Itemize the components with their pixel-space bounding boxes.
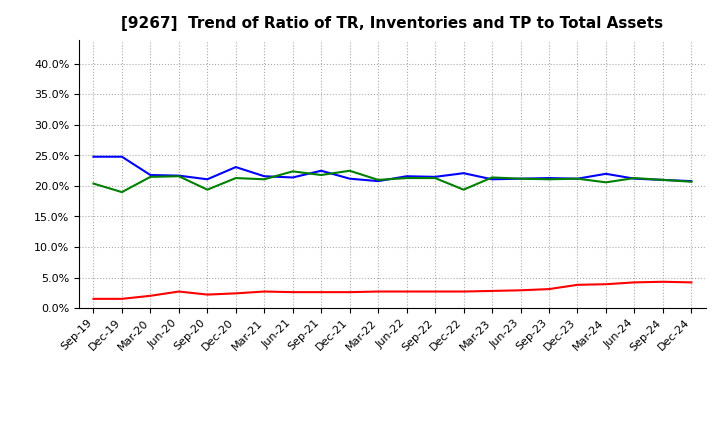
Inventories [459,171,468,176]
Trade Payables [346,168,354,173]
Trade Payables [289,169,297,174]
Trade Receivables [317,290,325,295]
Inventories [146,172,155,178]
Line: Inventories: Inventories [94,157,691,181]
Inventories [630,176,639,181]
Trade Receivables [346,290,354,295]
Trade Payables [602,180,611,185]
Trade Payables [146,174,155,180]
Trade Payables [659,177,667,183]
Trade Payables [487,175,496,180]
Inventories [174,173,183,178]
Inventories [602,171,611,176]
Inventories [317,168,325,173]
Trade Receivables [402,289,411,294]
Trade Receivables [602,282,611,287]
Inventories [659,177,667,183]
Inventories [203,176,212,182]
Trade Receivables [232,291,240,296]
Trade Payables [89,181,98,186]
Trade Payables [260,176,269,182]
Trade Receivables [487,288,496,293]
Trade Receivables [573,282,582,287]
Trade Receivables [516,288,525,293]
Trade Payables [232,176,240,181]
Inventories [260,174,269,179]
Trade Payables [203,187,212,192]
Trade Payables [516,176,525,181]
Trade Payables [545,176,554,182]
Trade Payables [117,190,126,195]
Inventories [487,176,496,182]
Line: Trade Payables: Trade Payables [94,171,691,192]
Trade Receivables [203,292,212,297]
Trade Payables [431,176,439,181]
Inventories [516,176,525,181]
Trade Receivables [659,279,667,284]
Inventories [289,175,297,180]
Trade Payables [630,176,639,181]
Inventories [545,176,554,181]
Title: [9267]  Trend of Ratio of TR, Inventories and TP to Total Assets: [9267] Trend of Ratio of TR, Inventories… [122,16,663,32]
Trade Receivables [459,289,468,294]
Trade Receivables [374,289,382,294]
Trade Receivables [174,289,183,294]
Inventories [89,154,98,159]
Inventories [117,154,126,159]
Trade Payables [317,172,325,178]
Trade Receivables [89,296,98,301]
Inventories [402,174,411,179]
Trade Payables [573,176,582,181]
Trade Receivables [687,280,696,285]
Trade Payables [687,179,696,184]
Trade Payables [459,187,468,192]
Trade Receivables [630,280,639,285]
Trade Receivables [260,289,269,294]
Trade Payables [374,177,382,183]
Inventories [374,179,382,184]
Line: Trade Receivables: Trade Receivables [94,282,691,299]
Trade Payables [402,176,411,181]
Inventories [431,174,439,180]
Trade Receivables [289,290,297,295]
Trade Receivables [146,293,155,298]
Legend: Trade Receivables, Inventories, Trade Payables: Trade Receivables, Inventories, Trade Pa… [177,435,608,440]
Inventories [232,165,240,170]
Trade Receivables [431,289,439,294]
Inventories [346,176,354,181]
Inventories [687,179,696,184]
Inventories [573,176,582,181]
Trade Payables [174,174,183,179]
Trade Receivables [117,296,126,301]
Trade Receivables [545,286,554,292]
